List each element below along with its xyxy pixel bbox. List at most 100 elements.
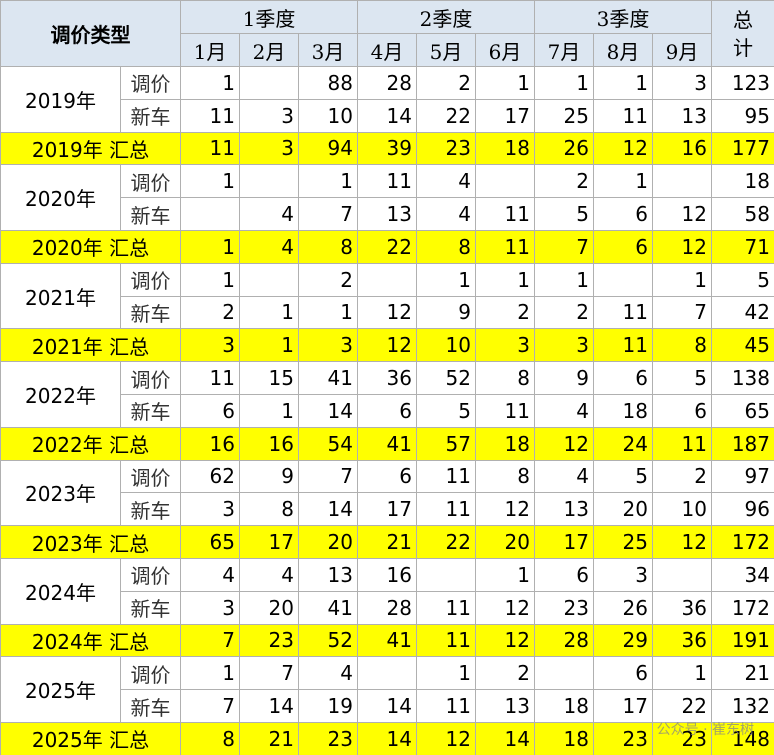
summary-cell: 94: [298, 131, 358, 166]
value-cell: 4: [416, 164, 476, 199]
summary-cell: 10: [416, 328, 476, 363]
summary-cell: 17: [534, 525, 594, 559]
value-cell: 15: [239, 361, 299, 395]
summary-cell: 14: [357, 721, 417, 755]
type-label: 调价: [120, 262, 181, 297]
summary-row: 2019年 汇总 11 3 94 39 23 18 26 12 16 177: [0, 131, 774, 166]
year-label: 2023年: [0, 459, 121, 527]
value-cell: 7: [298, 459, 358, 494]
summary-label: 2025年 汇总: [0, 721, 181, 755]
type-label: 新车: [120, 393, 181, 428]
value-cell: [357, 656, 417, 691]
month-header: 1月: [180, 33, 240, 67]
data-row: 2024年 调价 4 4 13 16 1 6 3 34: [0, 557, 774, 625]
type-label: 新车: [120, 492, 181, 527]
summary-cell: 23: [593, 721, 653, 755]
quarter-header: 2季度: [357, 0, 535, 34]
value-cell: 5: [593, 459, 653, 494]
value-cell: 5: [711, 262, 774, 297]
data-row: 2019年 调价 1 88 28 2 1 1 1 3 123: [0, 66, 774, 133]
summary-cell: 23: [652, 721, 712, 755]
value-cell: 97: [711, 459, 774, 494]
summary-cell: 54: [298, 426, 358, 461]
value-cell: 13: [534, 492, 594, 527]
header-title: 调价类型: [0, 0, 181, 67]
value-cell: 13: [652, 98, 712, 133]
summary-cell: 1: [239, 328, 299, 363]
summary-cell: 8: [416, 229, 476, 264]
value-cell: 17: [357, 492, 417, 527]
value-cell: 25: [534, 98, 594, 133]
total-header-text: 总计: [733, 7, 753, 60]
value-cell: 28: [357, 590, 417, 625]
data-row: 新车 11 3 10 14 22 17 25 11 13 95: [1, 98, 774, 133]
summary-cell: 3: [475, 328, 535, 363]
summary-cell: 12: [652, 229, 712, 264]
value-cell: 132: [711, 689, 774, 723]
year-label: 2019年: [0, 66, 121, 133]
value-cell: 10: [652, 492, 712, 527]
summary-cell: 14: [475, 721, 535, 755]
summary-cell: 11: [652, 426, 712, 461]
data-row: 2025年 调价 1 7 4 1 2 6 1 21: [0, 656, 774, 723]
summary-cell: 41: [357, 623, 417, 658]
value-cell: 2: [534, 164, 594, 199]
value-cell: 8: [475, 361, 535, 395]
summary-label: 2019年 汇总: [0, 131, 181, 166]
summary-cell: 1: [180, 229, 240, 264]
value-cell: 11: [416, 689, 476, 723]
month-header: 7月: [534, 33, 594, 67]
value-cell: 13: [357, 197, 417, 231]
summary-row: 2023年 汇总 65 17 20 21 22 20 17 25 12 172: [0, 525, 774, 559]
value-cell: 41: [298, 590, 358, 625]
summary-label: 2020年 汇总: [0, 229, 181, 264]
value-cell: [416, 557, 476, 592]
value-cell: 26: [593, 590, 653, 625]
summary-cell: 22: [416, 525, 476, 559]
data-row: 2020年 调价 1 1 11 4 2 1 18: [0, 164, 774, 231]
value-cell: 4: [534, 459, 594, 494]
value-cell: 3: [652, 66, 712, 100]
value-cell: 10: [298, 98, 358, 133]
summary-cell: 57: [416, 426, 476, 461]
summary-cell: 12: [416, 721, 476, 755]
data-row: 新车 6 1 14 6 5 11 4 18 6 65: [1, 393, 774, 428]
summary-cell: 16: [239, 426, 299, 461]
value-cell: 11: [416, 459, 476, 494]
value-cell: 7: [652, 295, 712, 330]
summary-cell: 71: [711, 229, 774, 264]
summary-cell: 22: [357, 229, 417, 264]
value-cell: 11: [416, 492, 476, 527]
value-cell: [652, 164, 712, 199]
value-cell: 138: [711, 361, 774, 395]
summary-label: 2022年 汇总: [0, 426, 181, 461]
summary-cell: 11: [593, 328, 653, 363]
value-cell: 4: [298, 656, 358, 691]
value-cell: 11: [475, 393, 535, 428]
summary-cell: 4: [239, 229, 299, 264]
value-cell: 12: [652, 197, 712, 231]
summary-cell: 16: [180, 426, 240, 461]
summary-cell: 39: [357, 131, 417, 166]
year-label: 2020年: [0, 164, 121, 231]
value-cell: 1: [652, 262, 712, 297]
summary-cell: 29: [593, 623, 653, 658]
value-cell: 2: [180, 295, 240, 330]
summary-cell: 24: [593, 426, 653, 461]
value-cell: 12: [475, 492, 535, 527]
summary-cell: 191: [711, 623, 774, 658]
value-cell: 1: [593, 164, 653, 199]
watermark: 公众号 · 崔东树: [656, 722, 754, 738]
value-cell: 11: [593, 98, 653, 133]
value-cell: 1: [298, 295, 358, 330]
month-row: 1月 2月 3月 4月 5月 6月 7月 8月 9月: [1, 33, 774, 67]
value-cell: 1: [180, 164, 240, 199]
summary-cell: 23: [298, 721, 358, 755]
value-cell: 11: [416, 590, 476, 625]
value-cell: 2: [652, 459, 712, 494]
month-header: 2月: [239, 33, 299, 67]
summary-cell: 16: [652, 131, 712, 166]
summary-cell: 8: [298, 229, 358, 264]
value-cell: 17: [593, 689, 653, 723]
